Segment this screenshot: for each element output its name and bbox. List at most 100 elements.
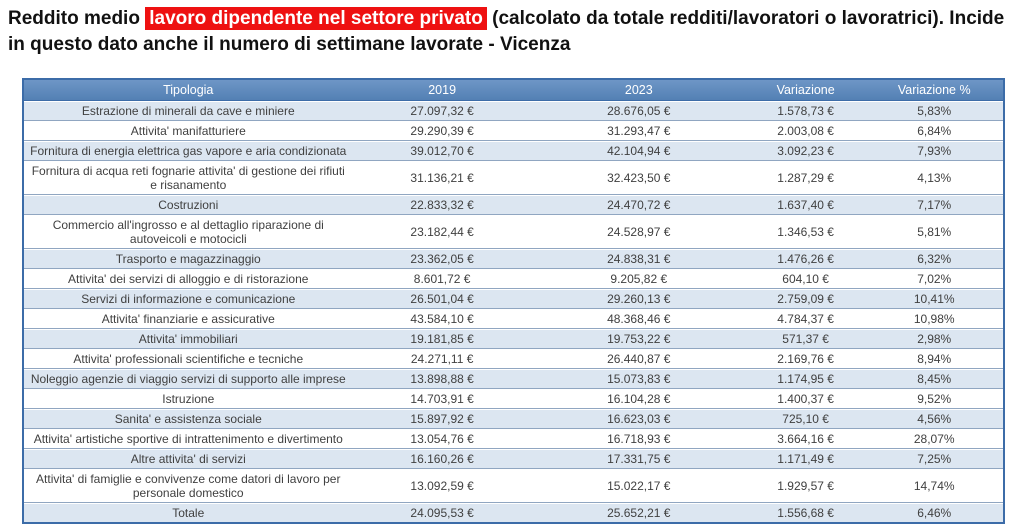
cell-variazione-pct: 10,41% <box>865 289 1003 309</box>
cell-tipologia: Attivita' manifatturiere <box>24 121 353 141</box>
title-prefix: Reddito medio <box>8 8 146 29</box>
cell-y2019: 22.833,32 € <box>352 195 532 215</box>
cell-tipologia: Attivita' dei servizi di alloggio e di r… <box>24 269 353 289</box>
cell-variazione-pct: 6,46% <box>865 503 1003 522</box>
table-row: Sanita' e assistenza sociale 15.897,92 €1… <box>24 409 1003 429</box>
cell-variazione: 1.346,53 € <box>745 215 866 249</box>
cell-tipologia: Attivita' di famiglie e convivenze come … <box>24 469 353 503</box>
cell-variazione-pct: 5,83% <box>865 101 1003 121</box>
column-header-tipologia: Tipologia <box>24 80 353 101</box>
cell-variazione: 2.759,09 € <box>745 289 866 309</box>
cell-variazione-pct: 7,02% <box>865 269 1003 289</box>
cell-y2023: 24.838,31 € <box>531 249 746 269</box>
cell-variazione: 1.578,73 € <box>745 101 866 121</box>
cell-tipologia: Attivita' immobiliari <box>24 329 353 349</box>
table-row: Fornitura di acqua reti fognarie attivit… <box>24 161 1003 195</box>
cell-tipologia: Estrazione di minerali da cave e miniere <box>24 101 353 121</box>
cell-y2023: 32.423,50 € <box>531 161 746 195</box>
cell-variazione: 1.929,57 € <box>745 469 866 503</box>
cell-tipologia: Istruzione <box>24 389 353 409</box>
cell-y2023: 48.368,46 € <box>531 309 746 329</box>
cell-y2023: 17.331,75 € <box>531 449 746 469</box>
cell-y2019: 13.092,59 € <box>352 469 532 503</box>
cell-variazione-pct: 6,84% <box>865 121 1003 141</box>
cell-tipologia: Fornitura di energia elettrica gas vapor… <box>24 141 353 161</box>
cell-variazione: 3.092,23 € <box>745 141 866 161</box>
cell-variazione: 1.287,29 € <box>745 161 866 195</box>
income-table: Tipologia 2019 2023 Variazione Variazione % … <box>22 78 1005 524</box>
cell-variazione-pct: 8,94% <box>865 349 1003 369</box>
title-suffix: (calcolato da totale redditi/lavoratori … <box>8 8 1005 55</box>
table-row: Totale 24.095,53 €25.652,21 €1.556,68 €6,… <box>24 503 1003 522</box>
cell-variazione-pct: 4,56% <box>865 409 1003 429</box>
cell-y2019: 29.290,39 € <box>352 121 532 141</box>
cell-y2019: 43.584,10 € <box>352 309 532 329</box>
column-header-variazione-pct: Variazione % <box>865 80 1003 101</box>
cell-y2023: 9.205,82 € <box>531 269 746 289</box>
cell-tipologia: Attivita' professionali scientifiche e t… <box>24 349 353 369</box>
page-title: Reddito medio lavoro dipendente nel sett… <box>0 0 1014 58</box>
cell-variazione-pct: 4,13% <box>865 161 1003 195</box>
cell-y2019: 26.501,04 € <box>352 289 532 309</box>
table-row: Attivita' finanziarie e assicurative 43.5… <box>24 309 1003 329</box>
cell-variazione: 571,37 € <box>745 329 866 349</box>
cell-variazione: 3.664,16 € <box>745 429 866 449</box>
cell-variazione: 604,10 € <box>745 269 866 289</box>
cell-variazione: 1.637,40 € <box>745 195 866 215</box>
cell-y2019: 8.601,72 € <box>352 269 532 289</box>
cell-y2023: 25.652,21 € <box>531 503 746 522</box>
table-row: Attivita' professionali scientifiche e t… <box>24 349 1003 369</box>
table-row: Attivita' di famiglie e convivenze come … <box>24 469 1003 503</box>
cell-y2019: 24.271,11 € <box>352 349 532 369</box>
title-highlight: lavoro dipendente nel settore privato <box>145 7 487 30</box>
cell-y2023: 29.260,13 € <box>531 289 746 309</box>
cell-variazione: 1.476,26 € <box>745 249 866 269</box>
cell-tipologia: Costruzioni <box>24 195 353 215</box>
cell-variazione: 2.169,76 € <box>745 349 866 369</box>
cell-variazione-pct: 7,93% <box>865 141 1003 161</box>
cell-y2019: 27.097,32 € <box>352 101 532 121</box>
cell-tipologia: Totale <box>24 503 353 522</box>
cell-tipologia: Servizi di informazione e comunicazione <box>24 289 353 309</box>
cell-tipologia: Altre attivita' di servizi <box>24 449 353 469</box>
cell-tipologia: Commercio all'ingrosso e al dettaglio ri… <box>24 215 353 249</box>
cell-y2019: 39.012,70 € <box>352 141 532 161</box>
cell-variazione-pct: 8,45% <box>865 369 1003 389</box>
cell-y2023: 15.022,17 € <box>531 469 746 503</box>
cell-tipologia: Attivita' finanziarie e assicurative <box>24 309 353 329</box>
table-body: Estrazione di minerali da cave e miniere… <box>24 101 1003 522</box>
cell-y2023: 31.293,47 € <box>531 121 746 141</box>
cell-variazione-pct: 5,81% <box>865 215 1003 249</box>
cell-y2023: 16.104,28 € <box>531 389 746 409</box>
table-row: Attivita' artistiche sportive di intratt… <box>24 429 1003 449</box>
table-header-row: Tipologia 2019 2023 Variazione Variazione % <box>24 80 1003 101</box>
cell-y2023: 42.104,94 € <box>531 141 746 161</box>
table-row: Istruzione 14.703,91 €16.104,28 €1.400,37… <box>24 389 1003 409</box>
cell-variazione-pct: 6,32% <box>865 249 1003 269</box>
income-table-container: Tipologia 2019 2023 Variazione Variazione % … <box>22 78 1005 524</box>
cell-y2023: 26.440,87 € <box>531 349 746 369</box>
column-header-y2023: 2023 <box>531 80 746 101</box>
cell-variazione-pct: 7,25% <box>865 449 1003 469</box>
cell-tipologia: Fornitura di acqua reti fognarie attivit… <box>24 161 353 195</box>
cell-tipologia: Attivita' artistiche sportive di intratt… <box>24 429 353 449</box>
cell-y2019: 23.362,05 € <box>352 249 532 269</box>
cell-variazione: 2.003,08 € <box>745 121 866 141</box>
cell-y2023: 16.718,93 € <box>531 429 746 449</box>
cell-variazione: 1.171,49 € <box>745 449 866 469</box>
cell-variazione: 4.784,37 € <box>745 309 866 329</box>
cell-variazione-pct: 9,52% <box>865 389 1003 409</box>
cell-y2023: 16.623,03 € <box>531 409 746 429</box>
table-row: Attivita' dei servizi di alloggio e di r… <box>24 269 1003 289</box>
table-row: Costruzioni 22.833,32 €24.470,72 €1.637,4… <box>24 195 1003 215</box>
column-header-y2019: 2019 <box>352 80 532 101</box>
cell-variazione-pct: 14,74% <box>865 469 1003 503</box>
cell-y2019: 15.897,92 € <box>352 409 532 429</box>
cell-variazione-pct: 7,17% <box>865 195 1003 215</box>
cell-y2019: 31.136,21 € <box>352 161 532 195</box>
table-row: Attivita' immobiliari 19.181,85 €19.753,2… <box>24 329 1003 349</box>
cell-y2023: 24.470,72 € <box>531 195 746 215</box>
cell-y2019: 14.703,91 € <box>352 389 532 409</box>
table-row: Noleggio agenzie di viaggio servizi di s… <box>24 369 1003 389</box>
cell-variazione: 1.174,95 € <box>745 369 866 389</box>
